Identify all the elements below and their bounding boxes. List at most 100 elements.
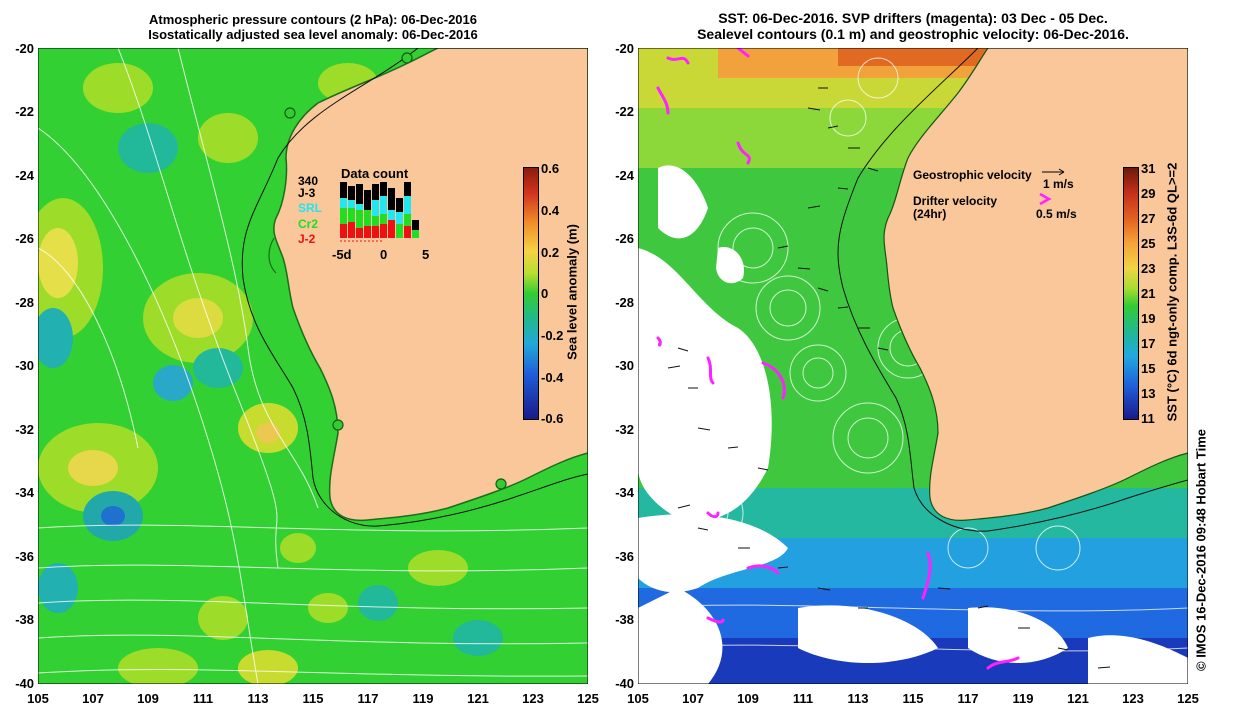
colorbar-tick: 27 <box>1141 211 1156 226</box>
drifter-track <box>736 48 750 58</box>
y-tick: -30 <box>615 358 634 373</box>
x-tick: 121 <box>467 691 489 706</box>
colorbar-tick: 17 <box>1141 336 1156 351</box>
x-tick: 113 <box>247 691 269 706</box>
y-tick: -32 <box>15 422 34 437</box>
left-title: Atmospheric pressure contours (2 hPa): 0… <box>38 12 588 42</box>
drifter-track <box>706 511 720 519</box>
right-title-line2: Sealevel contours (0.1 m) and geostrophi… <box>697 26 1129 42</box>
y-tick: -36 <box>15 549 34 564</box>
station-marker <box>284 107 296 119</box>
colorbar-tick: -0.2 <box>541 328 564 343</box>
x-tick: 119 <box>412 691 434 706</box>
colorbar-tick: -0.6 <box>541 411 564 426</box>
x-tick: 115 <box>302 691 324 706</box>
x-tick: 125 <box>1177 691 1199 706</box>
x-tick: 121 <box>1067 691 1089 706</box>
y-tick: -32 <box>615 422 634 437</box>
right-map <box>638 48 1188 684</box>
sla-colorbar-label: Sea level anomaly (m) <box>564 224 580 360</box>
sea-level-anomaly-field <box>38 63 503 684</box>
data-count-xtick: -5d <box>332 247 352 262</box>
colorbar-tick: 15 <box>1141 361 1156 376</box>
y-tick: -38 <box>615 612 634 627</box>
data-count-xtick: 5 <box>422 247 430 262</box>
left-map <box>38 48 588 684</box>
drifter-track <box>706 356 715 385</box>
data-count-bar <box>404 182 411 238</box>
x-tick: 125 <box>577 691 599 706</box>
x-tick: 111 <box>792 691 814 706</box>
y-tick: -26 <box>615 231 634 246</box>
y-tick: -28 <box>615 295 634 310</box>
data-count-title: Data count <box>341 166 409 181</box>
x-tick: 123 <box>522 691 544 706</box>
y-tick: -30 <box>15 358 34 373</box>
colorbar-tick: 0.2 <box>541 245 560 260</box>
cloud-gaps <box>638 165 1188 684</box>
sst-colorbar-label: SST (°C) 6d ngt-only comp. L3S-6d QL>=2 <box>1164 162 1180 422</box>
y-tick: -40 <box>615 676 634 691</box>
y-tick: -34 <box>15 485 34 500</box>
legend-cr2: Cr2 <box>298 217 319 231</box>
data-count-bar <box>364 190 371 238</box>
legend-j2: J-2 <box>298 232 316 246</box>
x-tick: 113 <box>847 691 869 706</box>
colorbar-tick: 29 <box>1141 186 1156 201</box>
drifter-track <box>706 616 725 624</box>
drifter-track <box>986 656 1020 670</box>
australia-landmass <box>883 48 1188 521</box>
geostrophic-scale-value: 1 m/s <box>1043 177 1074 191</box>
x-tick: 117 <box>957 691 979 706</box>
data-count-bar <box>396 198 403 238</box>
y-tick: -22 <box>615 104 634 119</box>
data-count-bar <box>348 186 355 238</box>
colorbar-tick: -0.4 <box>541 370 564 385</box>
data-count-bar <box>340 182 347 238</box>
drifter-track <box>746 564 780 575</box>
drifter-velocity-period: (24hr) <box>913 207 947 221</box>
geostrophic-velocity-arrows <box>667 87 1111 669</box>
x-tick: 105 <box>627 691 649 706</box>
pressure-contours <box>38 48 588 684</box>
legend-j3: J-3 <box>298 186 316 200</box>
shelf-edge-line <box>241 48 588 527</box>
y-tick: -24 <box>615 168 634 183</box>
y-tick: -38 <box>15 612 34 627</box>
x-tick: 107 <box>682 691 704 706</box>
legend-srl: SRL <box>298 201 322 215</box>
y-tick: -20 <box>15 41 34 56</box>
drifter-track <box>656 86 670 115</box>
drifter-scale-arrow-icon <box>1039 192 1052 206</box>
drifter-velocity-label: Drifter velocity <box>913 194 998 208</box>
drifter-tracks <box>656 48 1020 670</box>
y-tick: -22 <box>15 104 34 119</box>
x-tick: 117 <box>357 691 379 706</box>
y-tick: -26 <box>15 231 34 246</box>
colorbar-tick: 19 <box>1141 311 1156 326</box>
imos-credit: © IMOS 16-Dec-2016 09:48 Hobart Time <box>1193 429 1209 671</box>
data-count-bar <box>356 184 363 238</box>
sst-colorbar <box>1123 167 1139 420</box>
drifter-track <box>921 551 932 600</box>
y-tick: -36 <box>615 549 634 564</box>
data-count-bars <box>340 182 419 242</box>
shelf-edge-line <box>837 48 1188 532</box>
x-tick: 109 <box>737 691 759 706</box>
y-tick: -24 <box>15 168 34 183</box>
y-tick: -20 <box>615 41 634 56</box>
drifter-track <box>736 141 751 165</box>
right-title: SST: 06-Dec-2016. SVP drifters (magenta)… <box>638 10 1188 42</box>
y-tick: -40 <box>15 676 34 691</box>
colorbar-tick: 13 <box>1141 386 1156 401</box>
left-title-line2: Isostatically adjusted sea level anomaly… <box>148 27 478 42</box>
drifter-track <box>666 56 690 65</box>
x-tick: 111 <box>192 691 214 706</box>
x-tick: 107 <box>82 691 104 706</box>
x-tick: 109 <box>137 691 159 706</box>
data-count-bar <box>380 182 387 238</box>
y-tick: -28 <box>15 295 34 310</box>
tide-gauge-stations <box>284 52 507 490</box>
colorbar-tick: 11 <box>1141 411 1155 426</box>
station-marker <box>401 52 413 64</box>
